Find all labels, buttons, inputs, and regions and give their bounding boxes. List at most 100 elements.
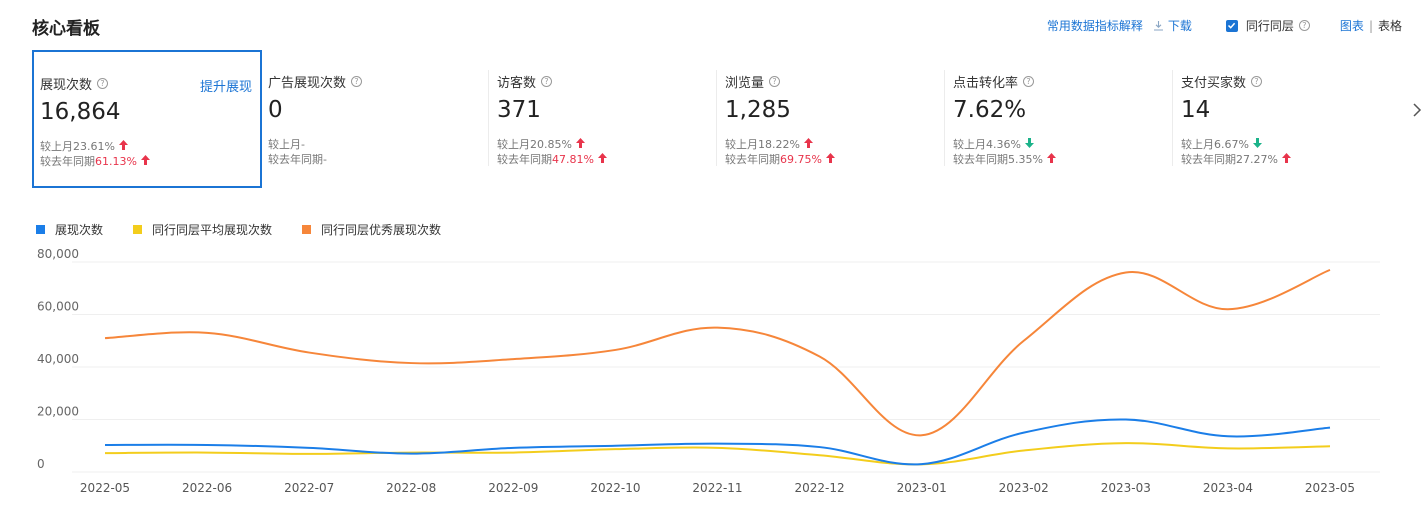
download-icon (1153, 21, 1163, 31)
card-label-text: 访客数 (497, 76, 537, 91)
legend-item[interactable]: 同行同层平均展现次数 (133, 221, 272, 238)
up-arrow-icon (140, 154, 150, 168)
series-line (104, 418, 1331, 466)
card-value: 16,864 (40, 99, 121, 125)
mom-label: 较上月 (40, 140, 73, 153)
download-label: 下载 (1167, 19, 1192, 33)
x-tick-label: 2023-04 (1203, 481, 1253, 495)
card-yoy: 较去年同期 - (268, 151, 327, 167)
x-tick-label: 2022-07 (284, 481, 334, 495)
metric-card-pageviews[interactable]: 浏览量? 1,285 较上月 18.22% 较去年同期 69.75% (719, 50, 945, 188)
view-table-tab[interactable]: 表格 (1377, 19, 1402, 33)
help-icon[interactable]: ? (97, 78, 109, 89)
help-icon[interactable]: ? (541, 76, 553, 87)
mom-label: 较上月 (268, 138, 301, 151)
card-mom: 较上月 23.61% (40, 138, 128, 154)
x-tick-label: 2022-05 (80, 481, 130, 495)
yoy-label: 较去年同期 (725, 153, 780, 166)
metric-card-paying-buyers[interactable]: 支付买家数? 14 较上月 6.67% 较去年同期 27.27% (1175, 50, 1401, 188)
mom-pct: - (301, 137, 305, 151)
help-icon[interactable]: ? (351, 76, 363, 87)
legend-label: 展现次数 (55, 223, 104, 237)
legend-label: 同行同层优秀展现次数 (321, 223, 442, 237)
card-label: 浏览量? (725, 72, 781, 91)
metric-card-conversion[interactable]: 点击转化率? 7.62% 较上月 4.36% 较去年同期 5.35% (947, 50, 1173, 188)
up-arrow-icon (118, 139, 128, 153)
peer-toggle[interactable]: 同行同层 ? (1225, 17, 1310, 34)
card-divider (488, 70, 489, 166)
next-cards-button[interactable] (1412, 102, 1422, 122)
up-arrow-icon (597, 152, 607, 166)
check-icon (1228, 22, 1236, 29)
help-icon[interactable]: ? (1251, 76, 1263, 87)
legend-swatch (302, 225, 312, 234)
up-arrow-icon (825, 152, 835, 166)
metric-card-ad-impressions[interactable]: 广告展现次数? 0 较上月 - 较去年同期 - (262, 50, 488, 188)
card-mom: 较上月 6.67% (1181, 136, 1262, 152)
x-tick-label: 2022-11 (692, 481, 742, 495)
card-value: 14 (1181, 97, 1211, 123)
mom-label: 较上月 (953, 138, 986, 151)
x-tick-label: 2022-06 (182, 481, 232, 495)
y-tick-label: 80,000 (37, 247, 79, 261)
yoy-pct: 69.75% (780, 152, 822, 166)
card-label: 支付买家数? (1181, 72, 1263, 91)
card-divider (944, 70, 945, 166)
card-yoy: 较去年同期 61.13% (40, 153, 150, 169)
peer-checkbox[interactable] (1225, 19, 1238, 32)
up-arrow-icon (1281, 152, 1291, 166)
boost-impressions-link[interactable]: 提升展现 (199, 80, 252, 95)
card-label: 展现次数? (40, 74, 109, 93)
toolbar: 常用数据指标解释 下载 同行同层 ? 图表 | 表格 (1047, 17, 1402, 34)
x-tick-label: 2023-02 (999, 481, 1049, 495)
mom-pct: 18.22% (758, 137, 800, 151)
card-divider (1172, 70, 1173, 166)
yoy-pct: - (323, 152, 327, 166)
card-yoy: 较去年同期 47.81% (497, 151, 607, 167)
y-tick-label: 40,000 (37, 352, 79, 366)
yoy-pct: 61.13% (95, 154, 137, 168)
yoy-pct: 47.81% (552, 152, 594, 166)
card-label-text: 展现次数 (40, 78, 93, 93)
x-tick-label: 2023-01 (897, 481, 947, 495)
legend-swatch (36, 225, 45, 234)
yoy-label: 较去年同期 (268, 153, 323, 166)
card-divider (716, 70, 717, 166)
x-tick-label: 2023-05 (1305, 481, 1355, 495)
view-divider: | (1368, 18, 1373, 33)
legend-item[interactable]: 展现次数 (36, 221, 103, 238)
yoy-label: 较去年同期 (953, 153, 1008, 166)
peer-checkbox-label: 同行同层 (1245, 19, 1294, 33)
yoy-pct: 27.27% (1236, 152, 1278, 166)
help-icon[interactable]: ? (769, 76, 781, 87)
mom-label: 较上月 (725, 138, 758, 151)
page-title: 核心看板 (32, 19, 100, 39)
download-button[interactable]: 下载 (1153, 17, 1192, 34)
card-mom: 较上月 20.85% (497, 136, 585, 152)
mom-label: 较上月 (1181, 138, 1214, 151)
card-label: 点击转化率? (953, 72, 1035, 91)
card-value: 1,285 (725, 97, 791, 123)
legend-item[interactable]: 同行同层优秀展现次数 (302, 221, 441, 238)
x-tick-label: 2023-03 (1101, 481, 1151, 495)
x-tick-label: 2022-08 (386, 481, 436, 495)
yoy-label: 较去年同期 (1181, 153, 1236, 166)
help-icon[interactable]: ? (1298, 20, 1310, 31)
up-arrow-icon (1046, 152, 1056, 166)
series-line (104, 268, 1331, 437)
down-arrow-icon (1252, 137, 1262, 151)
help-icon[interactable]: ? (1023, 76, 1035, 87)
view-chart-tab[interactable]: 图表 (1339, 19, 1364, 33)
legend-swatch (133, 225, 143, 234)
metric-card-visitors[interactable]: 访客数? 371 较上月 20.85% 较去年同期 47.81% (491, 50, 717, 188)
x-tick-label: 2022-12 (795, 481, 845, 495)
card-value: 7.62% (953, 97, 1027, 123)
card-label-text: 点击转化率 (953, 76, 1019, 91)
legend-label: 同行同层平均展现次数 (152, 223, 273, 237)
yoy-label: 较去年同期 (497, 153, 552, 166)
card-mom: 较上月 18.22% (725, 136, 813, 152)
metric-card-impressions[interactable]: 展现次数? 提升展现 16,864 较上月 23.61% 较去年同期 61.13% (32, 50, 262, 188)
metric-help-link[interactable]: 常用数据指标解释 (1046, 19, 1143, 33)
card-mom: 较上月 4.36% (953, 136, 1034, 152)
